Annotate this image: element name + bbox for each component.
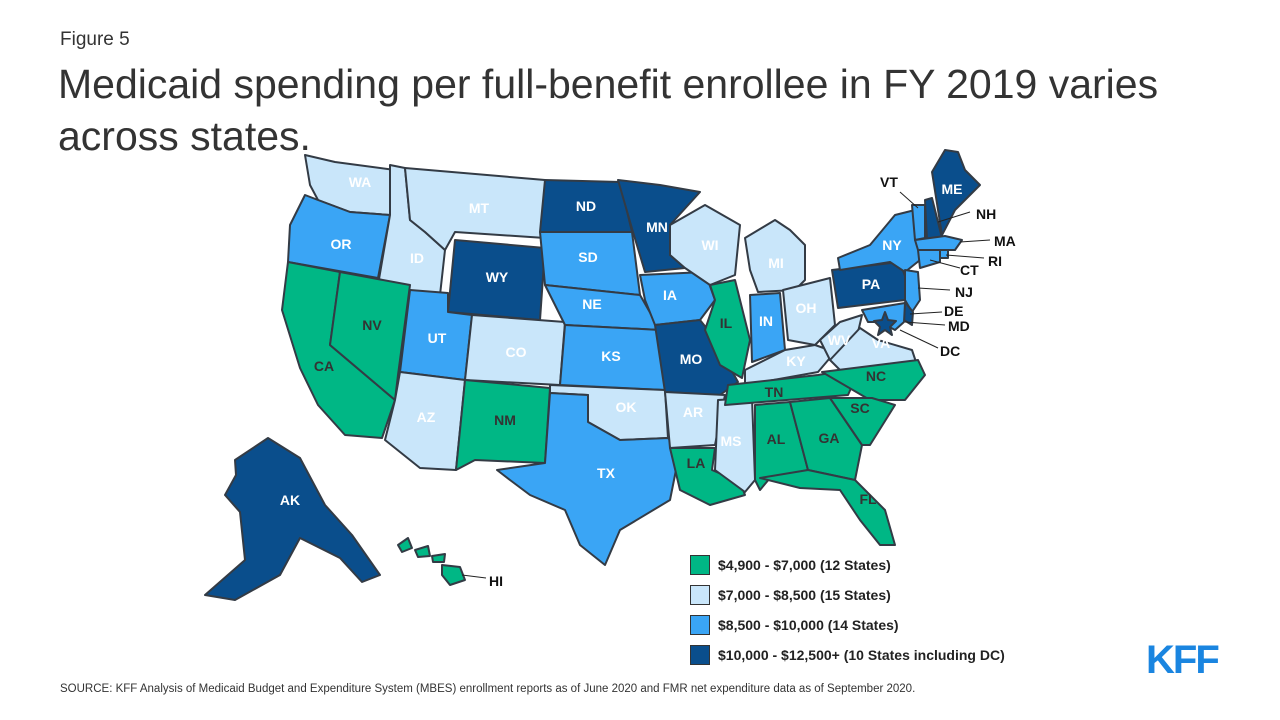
state-label-ky: KY: [786, 353, 806, 369]
state-label-wa: WA: [349, 174, 372, 190]
state-dc: [873, 311, 897, 336]
legend-swatch: [690, 555, 710, 575]
state-tx: [496, 392, 681, 566]
legend-swatch: [690, 615, 710, 635]
state-label-dc: DC: [940, 343, 960, 359]
state-label-tx: TX: [597, 465, 616, 481]
legend-item: $7,000 - $8,500 (15 States): [690, 580, 1005, 610]
source-note: SOURCE: KFF Analysis of Medicaid Budget …: [60, 683, 916, 695]
state-label-ia: IA: [663, 287, 677, 303]
state-label-mn: MN: [646, 219, 668, 235]
legend-item: $8,500 - $10,000 (14 States): [690, 610, 1005, 640]
state-ar: [664, 391, 726, 449]
legend-label: $7,000 - $8,500 (15 States): [718, 587, 891, 603]
state-il: [704, 279, 751, 379]
state-label-nh: NH: [976, 206, 996, 222]
legend: $4,900 - $7,000 (12 States) $7,000 - $8,…: [690, 550, 1005, 670]
state-label-ms: MS: [721, 433, 742, 449]
legend-item: $10,000 - $12,500+ (10 States including …: [690, 640, 1005, 670]
legend-label: $8,500 - $10,000 (14 States): [718, 617, 899, 633]
state-label-vt: VT: [880, 174, 898, 190]
state-label-md: MD: [948, 318, 970, 334]
state-label-oh: OH: [796, 300, 817, 316]
state-label-sc: SC: [850, 400, 869, 416]
state-label-ks: KS: [601, 348, 620, 364]
state-vt: [911, 204, 926, 241]
state-ny: [837, 209, 921, 273]
state-nc: [821, 359, 926, 401]
state-label-ri: RI: [988, 253, 1002, 269]
state-label-nd: ND: [576, 198, 596, 214]
figure-label: Figure 5: [60, 29, 130, 50]
state-label-az: AZ: [417, 409, 436, 425]
state-label-wi: WI: [701, 237, 718, 253]
legend-swatch: [690, 645, 710, 665]
state-label-pa: PA: [862, 276, 880, 292]
state-label-ak: AK: [280, 492, 300, 508]
state-hi: [397, 537, 466, 586]
leader-lines: [461, 191, 991, 579]
state-label-nv: NV: [362, 317, 382, 333]
state-label-ma: MA: [994, 233, 1016, 249]
state-label-sd: SD: [578, 249, 597, 265]
state-label-hi: HI: [489, 573, 503, 589]
state-ga: [789, 397, 863, 481]
state-label-wy: WY: [486, 269, 509, 285]
state-label-id: ID: [410, 250, 424, 266]
state-label-nj: NJ: [955, 284, 973, 300]
state-label-wv: WV: [828, 332, 851, 348]
state-me: [931, 149, 981, 236]
state-label-il: IL: [720, 315, 733, 331]
state-label-co: CO: [506, 344, 527, 360]
state-nm: [455, 379, 551, 471]
state-label-ut: UT: [428, 330, 447, 346]
state-label-al: AL: [767, 431, 786, 447]
state-label-ga: GA: [819, 430, 840, 446]
state-label-la: LA: [687, 455, 706, 471]
state-label-nc: NC: [866, 368, 886, 384]
state-label-nm: NM: [494, 412, 516, 428]
state-label-or: OR: [331, 236, 352, 252]
state-label-ok: OK: [616, 399, 637, 415]
state-label-me: ME: [942, 181, 963, 197]
legend-label: $4,900 - $7,000 (12 States): [718, 557, 891, 573]
state-label-mt: MT: [469, 200, 490, 216]
state-label-fl: FL: [859, 491, 877, 507]
state-wi: [669, 204, 741, 286]
state-fl: [759, 469, 896, 546]
state-ri: [939, 249, 949, 259]
kff-logo: KFF: [1146, 638, 1220, 682]
state-labels: WA OR CA ID NV MT WY UT AZ CO NM ND SD NE KS OK TX MN IA MO…: [280, 174, 1016, 589]
state-label-in: IN: [759, 313, 773, 329]
state-label-mi: MI: [768, 255, 784, 271]
state-ct: [917, 249, 941, 269]
state-label-ny: NY: [882, 237, 902, 253]
state-label-ct: CT: [960, 262, 979, 278]
legend-label: $10,000 - $12,500+ (10 States including …: [718, 647, 1005, 663]
state-label-ar: AR: [683, 404, 703, 420]
page-title: Medicaid spending per full-benefit enrol…: [58, 61, 1159, 159]
state-label-de: DE: [944, 303, 963, 319]
state-ma: [914, 235, 963, 251]
legend-item: $4,900 - $7,000 (12 States): [690, 550, 1005, 580]
state-sc: [829, 397, 896, 446]
state-mi: [744, 219, 806, 293]
state-label-ca: CA: [314, 358, 334, 374]
state-label-mo: MO: [680, 351, 703, 367]
legend-swatch: [690, 585, 710, 605]
state-ak: [204, 437, 381, 601]
state-label-tn: TN: [765, 384, 784, 400]
state-nj: [904, 269, 921, 313]
state-label-ne: NE: [582, 296, 601, 312]
state-label-va: VA: [872, 335, 890, 351]
